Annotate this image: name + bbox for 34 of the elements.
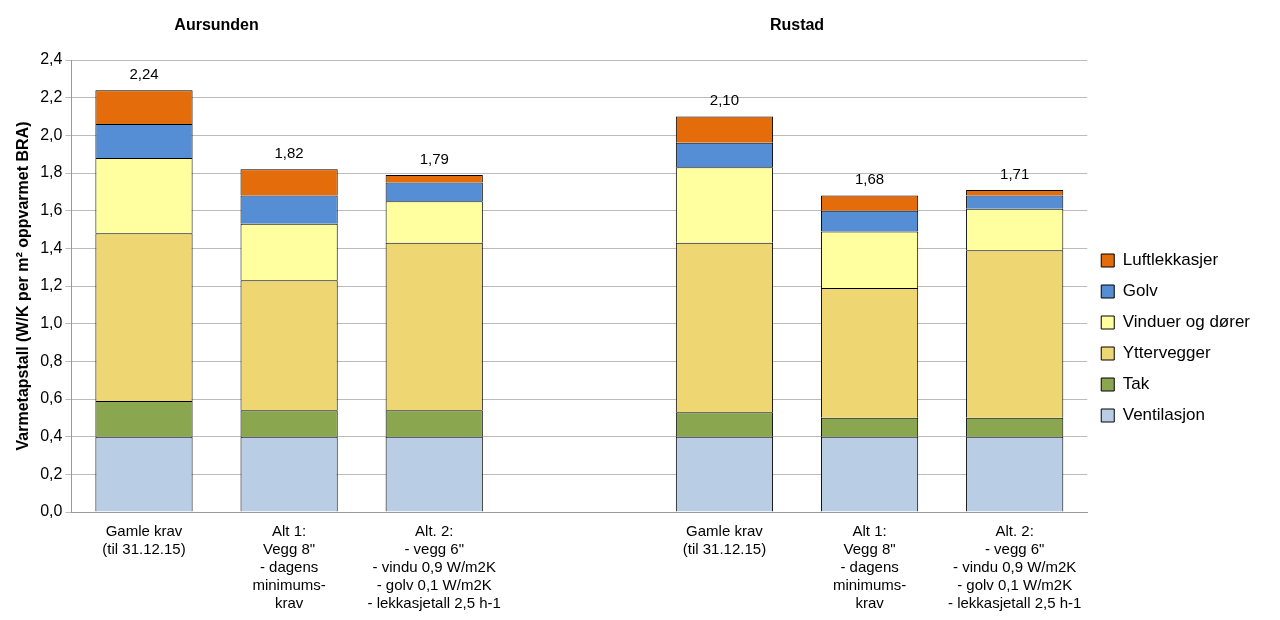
x-tick-label: Alt 1: Vegg 8" - dagens minimums- krav: [832, 522, 907, 612]
legend-label: Golv: [1122, 281, 1159, 301]
x-tick-label: Gamle krav (til 31.12.15): [102, 522, 186, 558]
total-label: 1,68: [854, 170, 885, 188]
y-tick-label: 0,4: [40, 427, 63, 445]
y-tick-label: 1,4: [40, 238, 63, 256]
y-tick-label: 1,6: [40, 201, 63, 219]
total-label: 1,71: [1000, 164, 1030, 182]
y-tick-label: 1,2: [40, 276, 63, 294]
y-tick-label: 2,2: [40, 88, 63, 106]
y-tick-label: 0,6: [40, 389, 63, 407]
legend-label: Tak: [1122, 374, 1150, 394]
y-tick-label: 0,0: [40, 502, 63, 520]
y-tick-label: 0,8: [40, 351, 63, 369]
text: Aursunden: [174, 16, 259, 34]
total-label: 1,79: [419, 149, 449, 167]
y-tick-label: 2,4: [40, 50, 63, 68]
y-tick-label: 1,8: [40, 163, 63, 181]
text: Rustad: [769, 16, 825, 34]
total-label: 2,24: [129, 64, 159, 82]
y-tick-label: 0,2: [40, 464, 63, 482]
y-tick-label: 1,0: [40, 314, 63, 332]
legend-label: Vinduer og dører: [1122, 312, 1251, 332]
y-axis-title: Varmetapstall (W/K per m² oppvarmet BRA): [14, 121, 32, 451]
x-tick-label: Alt. 2: - vegg 6" - vindu 0,9 W/m2K - golv 0,1 W/m2K - lekkasjetall 2,5 h-1: [947, 522, 1082, 612]
legend-label: Luftlekkasjer: [1122, 250, 1219, 270]
total-label: 2,10: [709, 91, 740, 109]
x-tick-label: Alt 1: Vegg 8" - dagens minimums- krav: [252, 522, 326, 612]
total-label: 1,82: [274, 143, 304, 161]
x-tick-label: Gamle krav (til 31.12.15): [682, 522, 767, 558]
y-tick-label: 2,0: [40, 125, 63, 143]
legend-label: Yttervegger: [1122, 343, 1211, 363]
x-tick-label: Alt. 2: - vegg 6" - vindu 0,9 W/m2K - golv 0,1 W/m2K - lekkasjetall 2,5 h-1: [367, 522, 501, 612]
legend-label: Ventilasjon: [1122, 405, 1205, 425]
